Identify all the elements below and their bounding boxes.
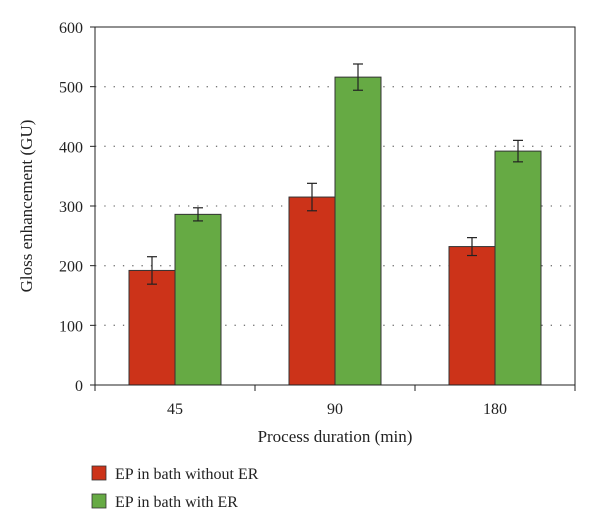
legend-swatch-with-er xyxy=(91,493,107,509)
y-tick-label: 0 xyxy=(75,378,83,395)
bars xyxy=(128,76,542,386)
y-tick-label: 400 xyxy=(59,139,83,156)
x-axis-ticks: 45 90 180 xyxy=(94,385,576,418)
legend-label-without-er: EP in bath without ER xyxy=(115,466,259,483)
legend-label-with-er: EP in bath with ER xyxy=(115,494,238,511)
error-bar-with-er-90 xyxy=(353,63,363,91)
x-tick-label: 90 xyxy=(327,401,343,418)
error-bars xyxy=(147,63,523,285)
bar-with-er-45 xyxy=(174,213,222,386)
y-tick-label: 300 xyxy=(59,199,83,216)
error-bar-with-er-45 xyxy=(193,207,203,222)
error-bar-without-er-180 xyxy=(467,237,477,257)
bar-without-er-45 xyxy=(128,269,176,386)
bar-without-er-180 xyxy=(448,246,496,386)
error-bar-without-er-90 xyxy=(307,182,317,212)
error-bar-with-er-180 xyxy=(513,139,523,163)
error-bar-without-er-45 xyxy=(147,256,157,285)
x-tick-label: 180 xyxy=(483,401,507,418)
y-axis-ticks: 0 100 200 300 400 500 600 xyxy=(59,20,95,395)
bar-without-er-90 xyxy=(288,196,336,386)
bar-with-er-90 xyxy=(334,76,382,386)
y-axis-label: Gloss enhancement (GU) xyxy=(17,120,36,293)
y-tick-label: 100 xyxy=(59,318,83,335)
legend: EP in bath without ER EP in bath with ER xyxy=(91,465,259,511)
x-axis-label: Process duration (min) xyxy=(258,427,413,446)
y-tick-label: 200 xyxy=(59,259,83,276)
x-tick-label: 45 xyxy=(167,401,183,418)
bar-with-er-180 xyxy=(494,150,542,386)
legend-swatch-without-er xyxy=(91,465,107,481)
y-tick-label: 600 xyxy=(59,20,83,37)
y-tick-label: 500 xyxy=(59,80,83,97)
